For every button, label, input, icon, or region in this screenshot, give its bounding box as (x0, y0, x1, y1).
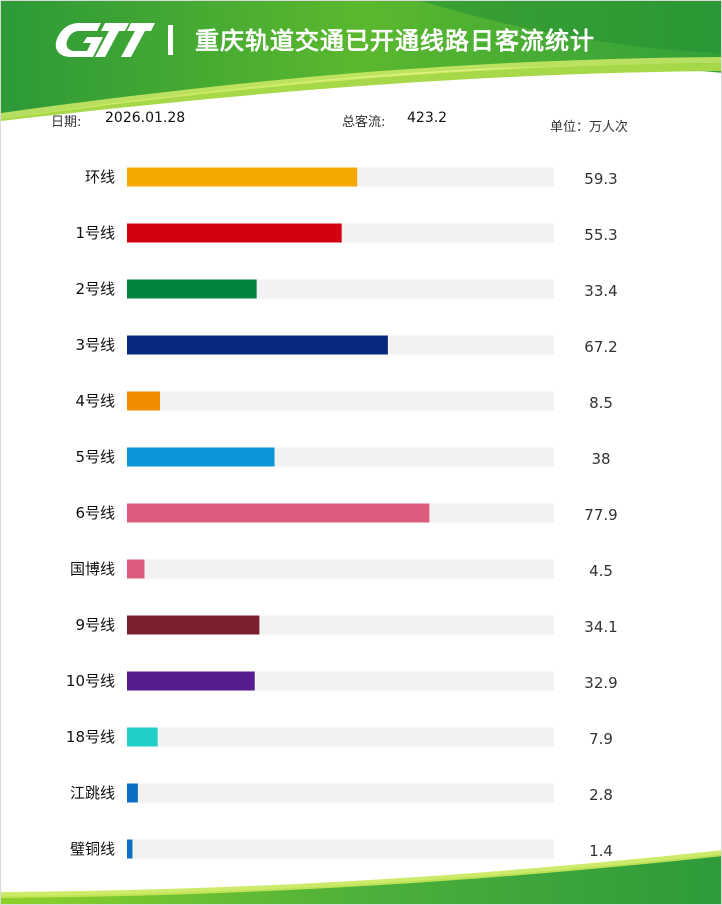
ridership-bar-chart: 环线 59.3 1号线 55.3 2号线 33.4 3号线 67.2 4号线 8.5 5号线 38 6号… (66, 167, 618, 860)
bar (127, 335, 388, 355)
bar-track (127, 391, 554, 411)
value-label: 32.9 (584, 674, 617, 692)
category-label: 4号线 (75, 392, 115, 410)
bar (127, 615, 260, 635)
category-label: 江跳线 (70, 784, 115, 802)
total-label: 总客流: (342, 115, 386, 130)
bar (127, 671, 255, 691)
bar-track (127, 783, 554, 803)
category-label: 环线 (85, 168, 115, 186)
total-value: 423.2 (407, 110, 448, 126)
bar (127, 783, 138, 803)
category-label: 9号线 (75, 616, 115, 634)
value-label: 59.3 (584, 170, 617, 188)
bar (127, 559, 145, 579)
category-label: 6号线 (75, 504, 115, 522)
crt-logo (55, 23, 155, 57)
value-label: 4.5 (589, 562, 613, 580)
date-label: 日期: (51, 115, 82, 130)
bar (127, 727, 158, 747)
value-label: 2.8 (589, 786, 613, 804)
bar (127, 279, 257, 299)
unit-label: 单位：万人次 (550, 120, 629, 135)
value-label: 67.2 (584, 338, 617, 356)
value-label: 55.3 (584, 226, 617, 244)
value-label: 34.1 (584, 618, 617, 636)
page-title: 重庆轨道交通已开通线路日客流统计 (195, 27, 595, 55)
bar (127, 223, 342, 243)
category-label: 5号线 (75, 448, 115, 466)
bar (127, 503, 430, 523)
bar (127, 391, 160, 411)
value-label: 38 (591, 450, 610, 468)
bar-track (127, 839, 554, 859)
value-label: 8.5 (589, 394, 613, 412)
date-value: 2026.01.28 (105, 110, 186, 126)
category-label: 10号线 (66, 672, 115, 690)
value-label: 33.4 (584, 282, 617, 300)
category-label: 1号线 (75, 224, 115, 242)
category-label: 18号线 (66, 728, 115, 746)
bar (127, 839, 133, 859)
header-banner (1, 1, 721, 121)
category-label: 璧铜线 (70, 840, 115, 858)
category-label: 3号线 (75, 336, 115, 354)
category-label: 国博线 (70, 560, 115, 578)
value-label: 7.9 (589, 730, 613, 748)
category-label: 2号线 (75, 280, 115, 298)
bar-track (127, 559, 554, 579)
value-label: 77.9 (584, 506, 617, 524)
value-label: 1.4 (589, 842, 613, 860)
title-divider (168, 25, 173, 55)
bar-track (127, 727, 554, 747)
bar (127, 447, 275, 467)
bar (127, 167, 358, 187)
footer-banner (1, 850, 721, 904)
